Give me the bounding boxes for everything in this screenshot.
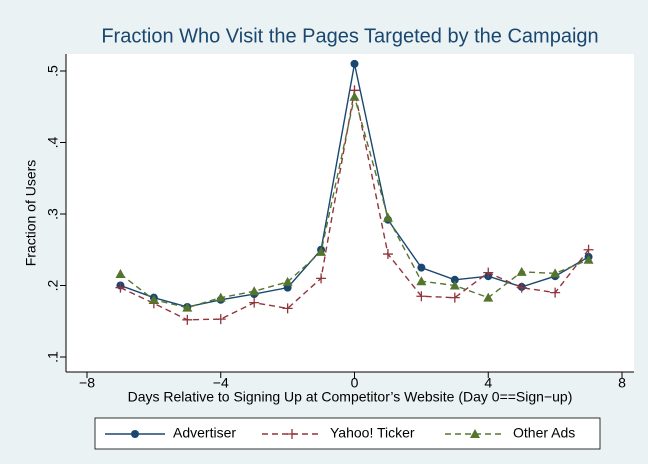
data-point (249, 297, 260, 308)
data-point (516, 266, 527, 276)
data-point (416, 276, 427, 286)
data-point (182, 302, 193, 312)
legend-label: Advertiser (173, 425, 236, 441)
data-point (382, 212, 393, 222)
data-point (316, 273, 327, 284)
data-point (550, 268, 561, 278)
legend-marker (470, 429, 480, 438)
data-point (550, 287, 561, 298)
data-point (516, 282, 527, 293)
data-point (249, 286, 260, 296)
data-point (483, 267, 494, 278)
data-point (349, 91, 360, 101)
data-point (449, 280, 460, 290)
legend-marker (131, 430, 139, 438)
data-point (417, 263, 426, 272)
y-tick-label: .4 (45, 136, 61, 148)
legend-marker (287, 429, 297, 439)
data-point (115, 282, 126, 293)
data-point (215, 292, 226, 302)
plot-area (66, 54, 634, 372)
y-tick-label: .5 (45, 65, 61, 77)
data-point (215, 314, 226, 325)
data-point (282, 276, 293, 286)
data-point (382, 249, 393, 260)
y-tick-label: .3 (45, 208, 61, 220)
legend (94, 417, 601, 450)
x-tick-label: −8 (79, 375, 95, 391)
data-point (148, 294, 159, 304)
data-point (583, 254, 594, 264)
x-tick-label: 4 (484, 375, 492, 391)
x-axis-label: Days Relative to Signing Up at Competito… (128, 389, 573, 405)
data-point (282, 303, 293, 314)
x-tick-label: 8 (618, 375, 626, 391)
legend-label: Yahoo! Ticker (330, 425, 415, 441)
data-point (115, 269, 126, 279)
chart-title: Fraction Who Visit the Pages Targeted by… (101, 25, 598, 47)
data-point (583, 244, 594, 255)
data-point (182, 314, 193, 325)
data-point (350, 59, 359, 68)
data-point (449, 292, 460, 303)
y-axis-label: Fraction of Users (23, 160, 39, 267)
x-tick-label: 0 (351, 375, 359, 391)
data-point (450, 275, 459, 284)
x-tick-label: −4 (213, 375, 229, 391)
data-point (483, 292, 494, 302)
data-point (316, 246, 327, 256)
legend-label: Other Ads (513, 425, 575, 441)
data-point (416, 291, 427, 302)
y-tick-label: .1 (45, 351, 61, 363)
y-tick-label: .2 (45, 279, 61, 291)
